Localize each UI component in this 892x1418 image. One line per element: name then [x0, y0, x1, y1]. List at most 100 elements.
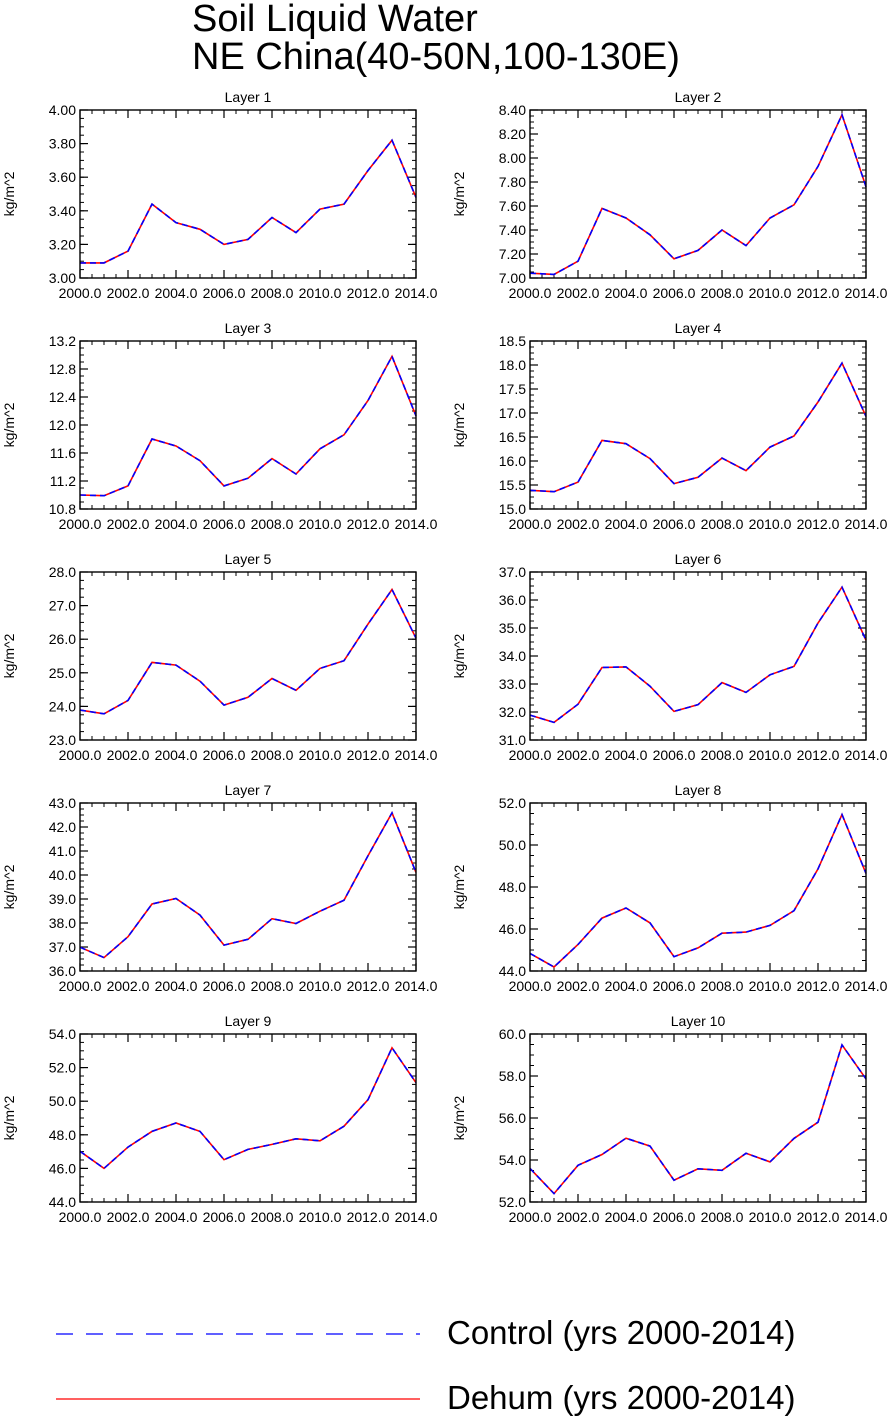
- x-tick-label: 2012.0: [797, 285, 840, 301]
- y-tick-label: 12.0: [49, 417, 76, 433]
- series-line-control: [80, 138, 417, 264]
- x-tick-label: 2010.0: [749, 1209, 792, 1225]
- x-tick-label: 2002.0: [107, 285, 150, 301]
- y-tick-label: 31.0: [499, 732, 526, 748]
- x-tick-label: 2006.0: [203, 978, 246, 994]
- y-tick-label: 8.20: [499, 126, 526, 142]
- x-tick-label: 2002.0: [107, 1209, 150, 1225]
- y-axis-label: kg/m^2: [451, 864, 467, 909]
- legend-dehum-label: Dehum (yrs 2000-2014): [447, 1379, 796, 1416]
- chart-panel-9: Layer 9 kg/m^2 44.0 46.0 48.0 50.0 52.0 54.0 200…: [1, 1013, 438, 1225]
- y-tick-label: 18.0: [499, 357, 526, 373]
- x-tick-label: 2006.0: [653, 516, 696, 532]
- series-line-dehum: [529, 1043, 867, 1195]
- panel-frame: [529, 1033, 867, 1203]
- panel-title: Layer 8: [675, 782, 722, 798]
- y-tick-label: 16.0: [499, 453, 526, 469]
- series-line-control: [529, 812, 867, 968]
- x-tick-label: 2014.0: [395, 1209, 438, 1225]
- x-tick-label: 2014.0: [845, 1209, 888, 1225]
- x-tick-label: 2002.0: [557, 747, 600, 763]
- y-tick-label: 52.0: [49, 1060, 76, 1076]
- series-line-dehum: [529, 812, 867, 968]
- series-line-dehum: [79, 587, 417, 715]
- chart-panel-8: Layer 8 kg/m^2 44.0 46.0 48.0 50.0 52.0 2000.0 2…: [451, 782, 888, 994]
- x-tick-label: 2008.0: [701, 747, 744, 763]
- panel-frame: [529, 340, 867, 510]
- series-line-control: [79, 1046, 417, 1170]
- y-tick-label: 43.0: [49, 795, 76, 811]
- y-tick-label: 7.80: [499, 174, 526, 190]
- y-tick-label: 50.0: [49, 1093, 76, 1109]
- y-tick-label: 42.0: [49, 819, 76, 835]
- x-tick-label: 2012.0: [797, 978, 840, 994]
- panel-frame: [79, 802, 417, 972]
- x-tick-label: 2000.0: [509, 516, 552, 532]
- x-tick-label: 2012.0: [347, 285, 390, 301]
- figure-title: Soil Liquid Water NE China(40-50N,100-13…: [192, 0, 680, 76]
- y-tick-label: 7.00: [499, 270, 526, 286]
- y-tick-label: 58.0: [499, 1068, 526, 1084]
- y-tick-label: 11.2: [50, 473, 76, 489]
- x-tick-label: 2006.0: [203, 1209, 246, 1225]
- x-tick-label: 2010.0: [749, 285, 792, 301]
- y-tick-label: 13.2: [49, 333, 76, 349]
- y-tick-label: 3.20: [49, 236, 76, 252]
- y-tick-label: 12.4: [49, 389, 76, 405]
- series-line-control: [529, 1043, 867, 1195]
- panel-title: Layer 9: [225, 1013, 272, 1029]
- x-tick-label: 2000.0: [59, 978, 102, 994]
- y-tick-label: 25.0: [49, 665, 76, 681]
- x-tick-label: 2004.0: [605, 285, 648, 301]
- panel-frame: [529, 109, 867, 279]
- x-tick-label: 2004.0: [155, 1209, 198, 1225]
- x-tick-label: 2008.0: [251, 978, 294, 994]
- y-tick-label: 60.0: [499, 1026, 526, 1042]
- y-axis-label: kg/m^2: [1, 633, 17, 678]
- y-tick-label: 7.40: [499, 222, 526, 238]
- y-axis-label: kg/m^2: [1, 171, 17, 216]
- x-tick-label: 2006.0: [653, 978, 696, 994]
- y-tick-label: 41.0: [49, 843, 76, 859]
- panel-title: Layer 7: [225, 782, 272, 798]
- x-tick-label: 2010.0: [299, 516, 342, 532]
- y-tick-label: 44.0: [49, 1194, 76, 1210]
- y-tick-label: 17.0: [499, 405, 526, 421]
- panel-frame: [529, 802, 867, 972]
- x-tick-label: 2004.0: [155, 747, 198, 763]
- panel-title: Layer 4: [675, 320, 722, 336]
- y-axis-label: kg/m^2: [451, 1095, 467, 1140]
- x-tick-label: 2006.0: [203, 516, 246, 532]
- x-tick-label: 2006.0: [203, 285, 246, 301]
- chart-panel-7: Layer 7 kg/m^2 36.0 37.0 38.0 39.0 40.0 41.0 42.…: [1, 782, 438, 994]
- panel-title: Layer 10: [671, 1013, 726, 1029]
- panel-frame: [79, 1033, 417, 1203]
- y-tick-label: 37.0: [499, 564, 526, 580]
- x-tick-label: 2004.0: [155, 285, 198, 301]
- series-line-control: [529, 361, 867, 493]
- y-tick-label: 48.0: [499, 879, 526, 895]
- chart-panel-5: Layer 5 kg/m^2 23.0 24.0 25.0 26.0 27.0 28.0 200…: [1, 551, 438, 763]
- y-tick-label: 33.0: [499, 676, 526, 692]
- y-axis-label: kg/m^2: [451, 633, 467, 678]
- x-tick-label: 2012.0: [797, 516, 840, 532]
- y-tick-label: 34.0: [499, 648, 526, 664]
- legend-control-label: Control (yrs 2000-2014): [447, 1314, 796, 1351]
- legend: [56, 1333, 420, 1400]
- x-tick-label: 2014.0: [845, 516, 888, 532]
- panel-title: Layer 1: [225, 89, 272, 105]
- x-tick-label: 2012.0: [347, 516, 390, 532]
- x-tick-label: 2002.0: [557, 516, 600, 532]
- panel-title: Layer 6: [675, 551, 722, 567]
- y-axis-label: kg/m^2: [1, 402, 17, 447]
- y-tick-label: 50.0: [499, 837, 526, 853]
- panel-frame: [79, 340, 417, 510]
- figure-title-line-1: Soil Liquid Water: [192, 0, 478, 40]
- panel-frame: [79, 571, 417, 741]
- y-axis-label: kg/m^2: [1, 1095, 17, 1140]
- x-tick-label: 2008.0: [701, 978, 744, 994]
- y-tick-label: 54.0: [49, 1026, 76, 1042]
- series-line-dehum: [79, 1046, 417, 1170]
- chart-panel-3: Layer 3 kg/m^2 10.8 11.2 11.6 12.0 12.4 12.8 13.…: [1, 320, 438, 532]
- y-tick-label: 23.0: [49, 732, 76, 748]
